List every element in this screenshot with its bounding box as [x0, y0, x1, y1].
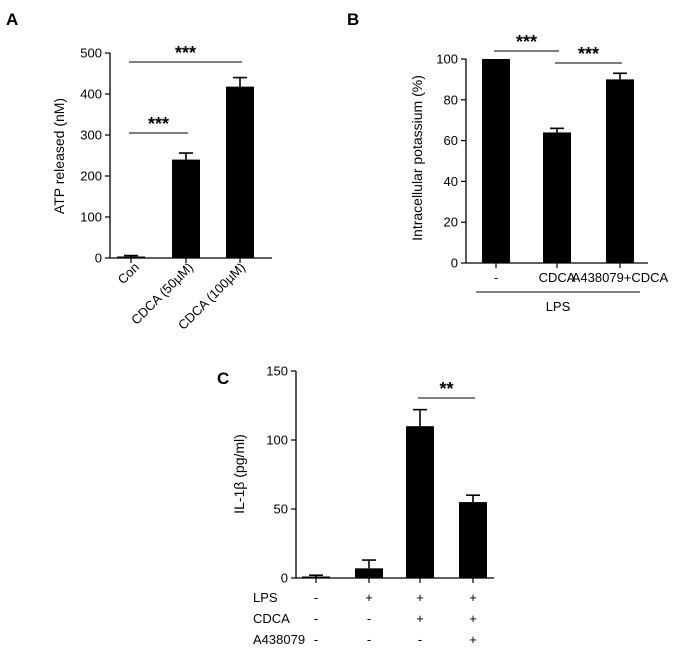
panel-b-ytick-label-1: 20 — [444, 215, 458, 230]
panel-c-condition-a438079-0: - — [314, 632, 318, 647]
panel-b-xtick-1: CDCA — [539, 270, 576, 285]
panel-c-condition-a438079-2: - — [418, 632, 422, 647]
panel-a-ylabel: ATP released (nM) — [51, 98, 67, 214]
panel-b-ytick-label-3: 60 — [444, 133, 458, 148]
panel-c-sig-label-0: ** — [439, 379, 453, 399]
panel-a-ytick-label-2: 200 — [80, 169, 102, 184]
panel-a-bar-2 — [226, 86, 254, 259]
panel-b-ytick-label-0: 0 — [451, 256, 458, 271]
panel-c-ytick-label-3: 150 — [266, 364, 288, 379]
panel-b-sig-label-0: *** — [516, 32, 537, 52]
panel-c-ytick-label-2: 100 — [266, 433, 288, 448]
panel-c-row-label-a438079: A438079 — [253, 632, 305, 647]
panel-letter-c: C — [217, 369, 229, 388]
panel-a-sig-label-0: *** — [148, 114, 169, 134]
panel-b-bar-0 — [482, 59, 510, 263]
panel-c-condition-cdca-0: - — [314, 611, 318, 626]
panel-c-condition-cdca-3: + — [469, 611, 477, 626]
panel-c-bar-2 — [406, 426, 434, 578]
panel-a-sig-label-1: *** — [175, 43, 196, 63]
panel-b-group-label: LPS — [546, 299, 571, 314]
panel-c-condition-a438079-3: + — [469, 632, 477, 647]
panel-c-ytick-label-0: 0 — [281, 571, 288, 586]
panel-c-row-label-cdca: CDCA — [253, 611, 290, 626]
panel-c-condition-lps-0: - — [314, 590, 318, 605]
panel-a-ytick-label-0: 0 — [95, 251, 102, 266]
panel-c-condition-lps-3: + — [469, 590, 477, 605]
panel-b-bar-1 — [543, 132, 571, 263]
panel-letter-a: A — [6, 10, 18, 29]
panel-c-row-label-lps: LPS — [253, 590, 278, 605]
panel-b-ylabel: Intracellular potassium (%) — [409, 75, 425, 241]
panel-letter-b: B — [347, 10, 359, 29]
panel-a-ytick-label-1: 100 — [80, 210, 102, 225]
panel-b-chart: Intracellular potassium (%) - CDCA A4380… — [409, 32, 669, 314]
panel-a-chart: ATP released (nM) Con CDCA (50µM) CDCA (… — [51, 43, 272, 333]
panel-a-ytick-label-5: 500 — [80, 46, 102, 61]
panel-b-bar-2 — [606, 79, 634, 264]
panel-b-xtick-0: - — [494, 270, 498, 285]
panel-c-bar-1 — [355, 568, 383, 578]
panel-c-condition-lps-2: + — [416, 590, 424, 605]
panel-c-condition-a438079-1: - — [367, 632, 371, 647]
panel-a-ytick-label-4: 400 — [80, 87, 102, 102]
panel-a-ytick-label-3: 300 — [80, 128, 102, 143]
panel-c-chart: IL-1β (pg/ml) LPS CDCA A438079 0 50 100 150… — [231, 364, 494, 647]
panel-c-condition-lps-1: + — [365, 590, 373, 605]
panel-a-bar-0 — [117, 256, 145, 258]
panel-b-ytick-label-5: 100 — [436, 52, 458, 67]
panel-a-bar-1 — [172, 159, 200, 258]
panel-b-ytick-label-4: 80 — [444, 92, 458, 107]
panel-b-ytick-label-2: 40 — [444, 174, 458, 189]
panel-c-ytick-label-1: 50 — [274, 502, 288, 517]
panel-c-bar-0 — [302, 576, 330, 578]
panel-b-sig-label-1: *** — [578, 44, 599, 64]
panel-c-bar-3 — [459, 502, 487, 578]
panel-c-condition-cdca-1: - — [367, 611, 371, 626]
panel-c-condition-cdca-2: + — [416, 611, 424, 626]
panel-a-xtick-0: Con — [115, 260, 142, 287]
panel-b-xtick-2: A438079+CDCA — [572, 270, 669, 285]
panel-c-ylabel: IL-1β (pg/ml) — [231, 434, 247, 514]
